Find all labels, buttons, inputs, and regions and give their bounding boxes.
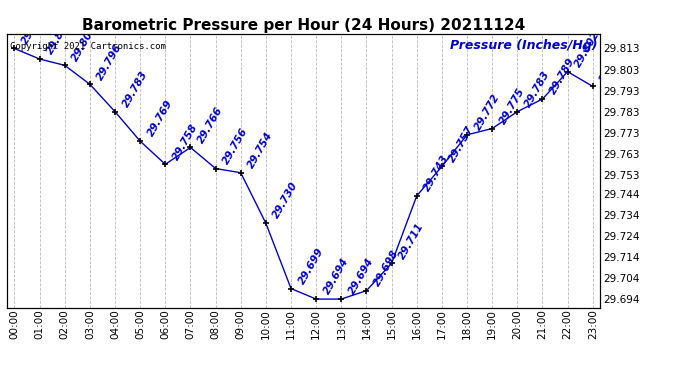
Text: 29.802: 29.802 — [573, 29, 602, 69]
Text: 29.711: 29.711 — [397, 220, 426, 261]
Text: 29.775: 29.775 — [497, 86, 526, 126]
Text: 29.756: 29.756 — [221, 126, 250, 166]
Text: Pressure (Inches/Hg): Pressure (Inches/Hg) — [450, 39, 598, 52]
Text: 29.795: 29.795 — [598, 44, 627, 84]
Text: 29.783: 29.783 — [523, 69, 552, 109]
Text: 29.699: 29.699 — [297, 246, 326, 286]
Text: 29.730: 29.730 — [271, 181, 300, 220]
Text: 29.757: 29.757 — [447, 124, 476, 164]
Text: 29.766: 29.766 — [196, 105, 225, 145]
Text: 29.796: 29.796 — [95, 42, 124, 81]
Title: Barometric Pressure per Hour (24 Hours) 20211124: Barometric Pressure per Hour (24 Hours) … — [82, 18, 525, 33]
Text: 29.754: 29.754 — [246, 130, 275, 170]
Text: 29.805: 29.805 — [70, 23, 99, 63]
Text: 29.783: 29.783 — [121, 69, 149, 109]
Text: 29.769: 29.769 — [146, 99, 175, 138]
Text: 29.813: 29.813 — [20, 6, 49, 46]
Text: 29.743: 29.743 — [422, 153, 451, 193]
Text: Copyright 2021 Cartronics.com: Copyright 2021 Cartronics.com — [10, 42, 166, 51]
Text: 29.772: 29.772 — [473, 92, 502, 132]
Text: 29.694: 29.694 — [322, 256, 351, 296]
Text: 29.698: 29.698 — [372, 248, 401, 288]
Text: 29.789: 29.789 — [548, 56, 577, 96]
Text: 29.758: 29.758 — [171, 122, 199, 162]
Text: 29.808: 29.808 — [45, 16, 74, 56]
Text: 29.694: 29.694 — [347, 256, 375, 296]
